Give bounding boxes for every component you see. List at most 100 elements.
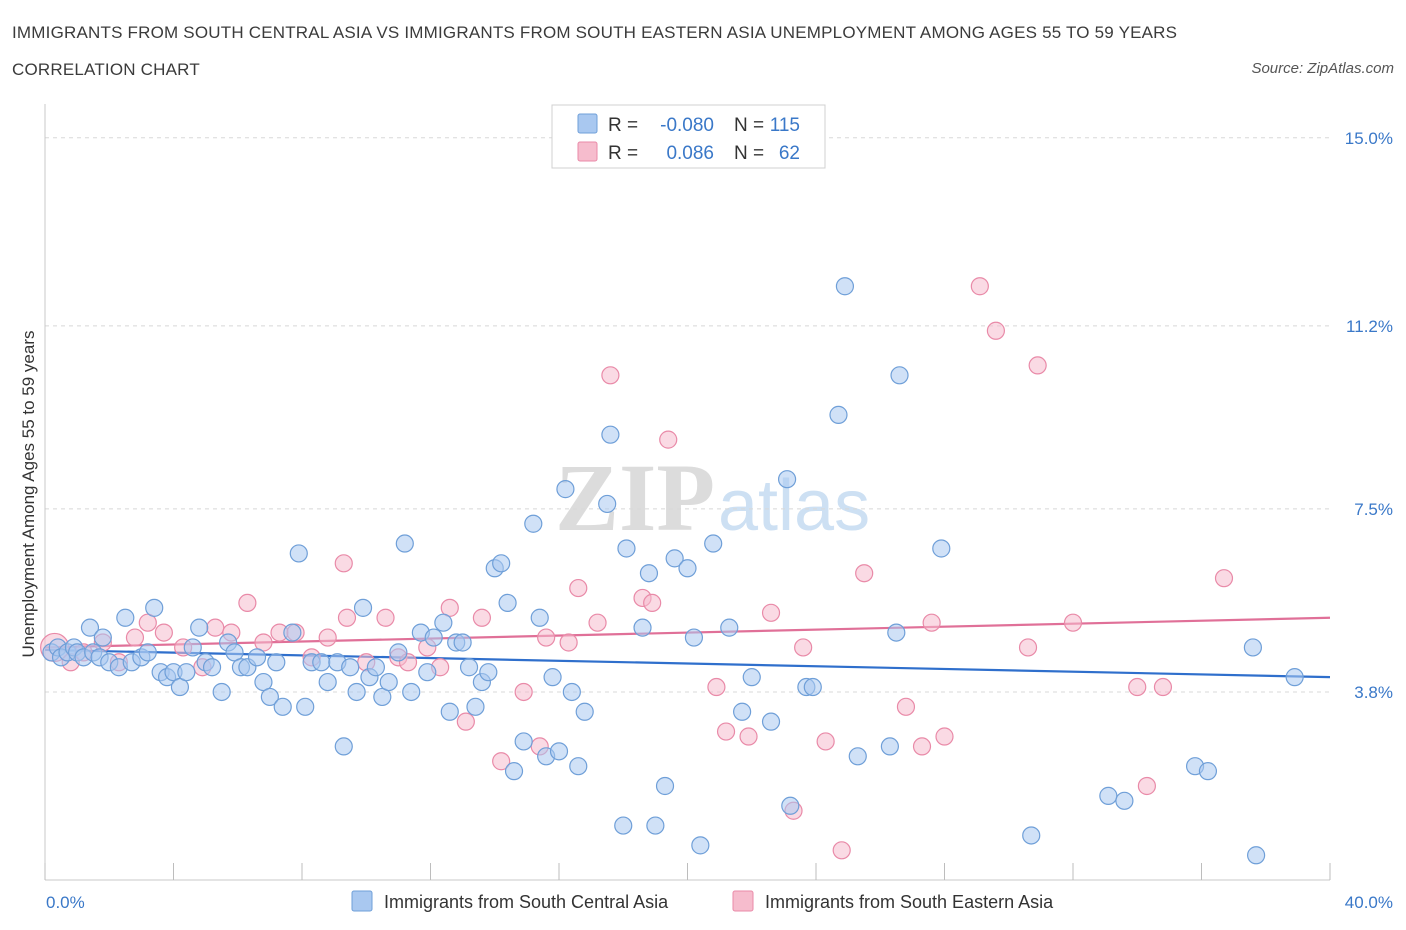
point-south-central-asia: [890, 366, 909, 385]
bottom-legend: Immigrants from South Central Asia Immig…: [351, 890, 1054, 912]
x-tick-label: 40.0%: [1345, 893, 1393, 912]
point-south-central-asia: [932, 539, 951, 558]
point-south-eastern-asia: [935, 727, 954, 746]
point-south-eastern-asia: [659, 430, 678, 449]
point-south-central-asia: [601, 425, 620, 444]
point-south-eastern-asia: [896, 697, 916, 716]
legend-swatch-blue: [577, 113, 598, 134]
point-south-central-asia: [347, 682, 366, 702]
point-south-central-asia: [655, 776, 675, 796]
legend-n-label-1: N =: [734, 143, 764, 164]
point-south-central-asia: [1198, 762, 1218, 781]
axes: [44, 104, 1331, 881]
point-south-central-asia: [379, 672, 398, 692]
point-south-central-asia: [1243, 638, 1263, 657]
point-south-eastern-asia: [970, 277, 989, 296]
point-south-central-asia: [247, 648, 267, 667]
point-south-central-asia: [1115, 791, 1134, 810]
legend-r-label-1: R =: [608, 143, 638, 164]
point-south-central-asia: [617, 539, 636, 558]
point-south-eastern-asia: [1214, 569, 1234, 588]
point-south-eastern-asia: [794, 638, 813, 657]
point-south-central-asia: [684, 628, 704, 647]
point-south-eastern-asia: [154, 623, 173, 642]
point-south-eastern-asia: [1018, 638, 1038, 657]
point-south-central-asia: [334, 737, 353, 756]
point-south-central-asia: [312, 653, 331, 672]
point-south-eastern-asia: [816, 732, 835, 751]
chart-title: IMMIGRANTS FROM SOUTH CENTRAL ASIA VS IM…: [12, 23, 1178, 79]
point-south-central-asia: [556, 480, 575, 499]
point-south-central-asia: [183, 638, 202, 657]
point-south-eastern-asia: [376, 608, 395, 627]
point-south-eastern-asia: [739, 727, 758, 746]
point-south-central-asia: [720, 618, 739, 637]
point-south-central-asia: [479, 663, 498, 682]
point-south-eastern-asia: [472, 608, 491, 627]
legend-n-value-1: 62: [779, 143, 800, 164]
data-points: [40, 277, 1304, 865]
point-south-central-asia: [691, 836, 710, 855]
point-south-eastern-asia: [912, 737, 932, 756]
legend-n-value-0: 115: [770, 115, 800, 136]
point-south-eastern-asia: [1137, 776, 1156, 796]
point-south-central-asia: [704, 534, 723, 553]
point-south-central-asia: [116, 608, 135, 627]
point-south-central-asia: [880, 737, 899, 756]
point-south-central-asia: [267, 653, 286, 672]
point-south-eastern-asia: [1128, 677, 1147, 697]
point-south-central-asia: [781, 796, 800, 815]
point-south-eastern-asia: [1153, 677, 1173, 697]
point-south-central-asia: [733, 702, 752, 721]
y-axis-title: Unemployment Among Ages 55 to 59 years: [19, 331, 38, 658]
point-south-central-asia: [543, 668, 562, 687]
point-south-eastern-asia: [761, 603, 781, 622]
point-south-central-asia: [402, 682, 421, 702]
y-tick-label: 15.0%: [1345, 129, 1393, 148]
point-south-central-asia: [530, 608, 549, 627]
point-south-central-asia: [614, 816, 633, 835]
point-south-eastern-asia: [588, 613, 607, 632]
point-south-central-asia: [283, 623, 302, 642]
point-south-eastern-asia: [206, 618, 225, 637]
point-south-central-asia: [1022, 826, 1041, 845]
bottom-legend-swatch-pink: [732, 890, 754, 912]
point-south-central-asia: [598, 494, 617, 514]
point-south-central-asia: [395, 534, 414, 553]
bottom-legend-label-blue: Immigrants from South Central Asia: [384, 892, 669, 912]
x-tick-label: 0.0%: [46, 893, 85, 912]
point-south-central-asia: [440, 702, 459, 721]
point-south-central-asia: [289, 544, 308, 563]
point-south-central-asia: [761, 712, 781, 731]
point-south-central-asia: [260, 687, 279, 707]
point-south-central-asia: [646, 816, 665, 835]
point-south-central-asia: [318, 672, 337, 692]
legend-r-value-1: 0.086: [666, 143, 714, 164]
point-south-central-asia: [1247, 846, 1266, 865]
point-south-eastern-asia: [569, 578, 588, 598]
point-south-central-asia: [504, 762, 524, 781]
bottom-legend-swatch-blue: [351, 890, 373, 912]
point-south-central-asia: [466, 697, 485, 716]
gridlines: [45, 137, 1330, 693]
watermark-zip: ZIP: [555, 444, 715, 551]
point-south-eastern-asia: [318, 628, 337, 647]
point-south-central-asia: [296, 697, 315, 716]
point-south-central-asia: [138, 643, 157, 662]
y-tick-label: 7.5%: [1354, 500, 1393, 519]
point-south-central-asia: [492, 554, 511, 573]
point-south-central-asia: [803, 677, 822, 697]
legend: R = -0.080 N = 115 R = 0.086 N = 62: [551, 104, 826, 169]
legend-r-value-0: -0.080: [660, 115, 714, 136]
point-south-central-asia: [639, 564, 659, 583]
point-south-eastern-asia: [601, 366, 620, 385]
legend-r-label-0: R =: [608, 115, 638, 136]
legend-swatch-pink: [577, 141, 598, 162]
point-south-central-asia: [777, 470, 797, 489]
point-south-central-asia: [459, 658, 479, 677]
point-south-central-asia: [887, 623, 906, 642]
point-south-central-asia: [424, 628, 443, 647]
point-south-central-asia: [569, 757, 588, 776]
point-south-eastern-asia: [334, 554, 353, 573]
